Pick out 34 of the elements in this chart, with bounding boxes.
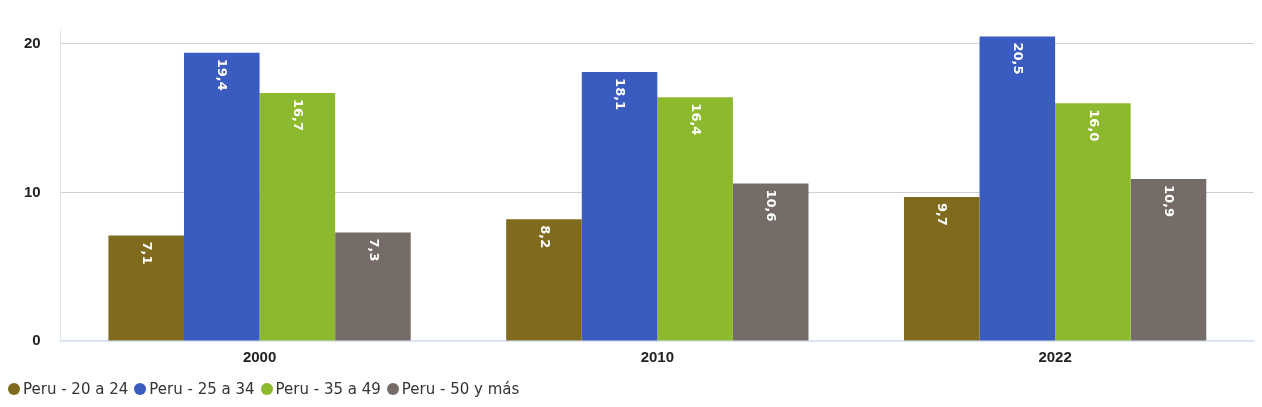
x-tick-label: 2000 [242,348,277,366]
bar [506,219,582,341]
bar [903,196,980,341]
bar [657,97,733,341]
bar [108,235,184,341]
data-label: 7,1 [139,241,155,265]
legend-label: Peru - 50 y más [400,380,520,398]
bar [732,183,809,341]
data-label: 19,4 [215,58,231,91]
legend-label: Peru - 25 a 34 [148,380,255,398]
bar [183,52,260,341]
y-tick-label: 20 [24,34,41,51]
x-tick-label: 2010 [640,348,675,366]
y-tick-label: 10 [24,182,41,200]
bar [335,232,411,341]
data-label: 18,1 [613,78,629,111]
bar [1055,103,1131,341]
data-label: 8,2 [537,225,553,249]
data-label: 9,7 [935,202,951,226]
bar [979,36,1056,341]
data-label: 16,7 [290,98,306,131]
data-label: 16,4 [688,103,704,136]
data-label: 10,6 [764,189,780,222]
bar [1130,179,1207,341]
data-label: 20,5 [1010,42,1026,75]
data-label: 10,9 [1162,185,1178,218]
x-tick-label: 2022 [1038,348,1072,366]
y-tick-label: 0 [32,331,41,349]
legend-label: Peru - 35 a 49 [274,380,381,398]
legend-label: Peru - 20 a 24 [22,380,129,398]
bar [259,92,336,341]
data-label: 7,3 [366,238,382,262]
data-label: 16,0 [1086,109,1102,142]
bar [581,72,658,341]
